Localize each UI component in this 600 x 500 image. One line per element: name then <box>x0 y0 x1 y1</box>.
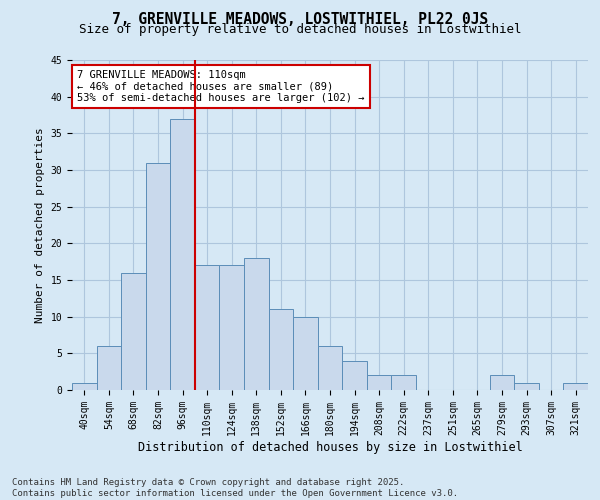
Bar <box>146 162 170 390</box>
Bar <box>563 382 588 390</box>
Bar <box>72 382 97 390</box>
Bar <box>342 360 367 390</box>
Bar <box>269 310 293 390</box>
Text: Size of property relative to detached houses in Lostwithiel: Size of property relative to detached ho… <box>79 22 521 36</box>
Y-axis label: Number of detached properties: Number of detached properties <box>35 127 45 323</box>
Bar <box>97 346 121 390</box>
Bar <box>170 118 195 390</box>
Bar <box>490 376 514 390</box>
Text: Contains HM Land Registry data © Crown copyright and database right 2025.
Contai: Contains HM Land Registry data © Crown c… <box>12 478 458 498</box>
Bar <box>391 376 416 390</box>
Bar <box>367 376 391 390</box>
Bar <box>514 382 539 390</box>
Bar <box>121 272 146 390</box>
Bar <box>318 346 342 390</box>
Bar <box>293 316 318 390</box>
X-axis label: Distribution of detached houses by size in Lostwithiel: Distribution of detached houses by size … <box>137 440 523 454</box>
Bar <box>220 266 244 390</box>
Text: 7, GRENVILLE MEADOWS, LOSTWITHIEL, PL22 0JS: 7, GRENVILLE MEADOWS, LOSTWITHIEL, PL22 … <box>112 12 488 28</box>
Bar <box>195 266 220 390</box>
Bar <box>244 258 269 390</box>
Text: 7 GRENVILLE MEADOWS: 110sqm
← 46% of detached houses are smaller (89)
53% of sem: 7 GRENVILLE MEADOWS: 110sqm ← 46% of det… <box>77 70 365 103</box>
